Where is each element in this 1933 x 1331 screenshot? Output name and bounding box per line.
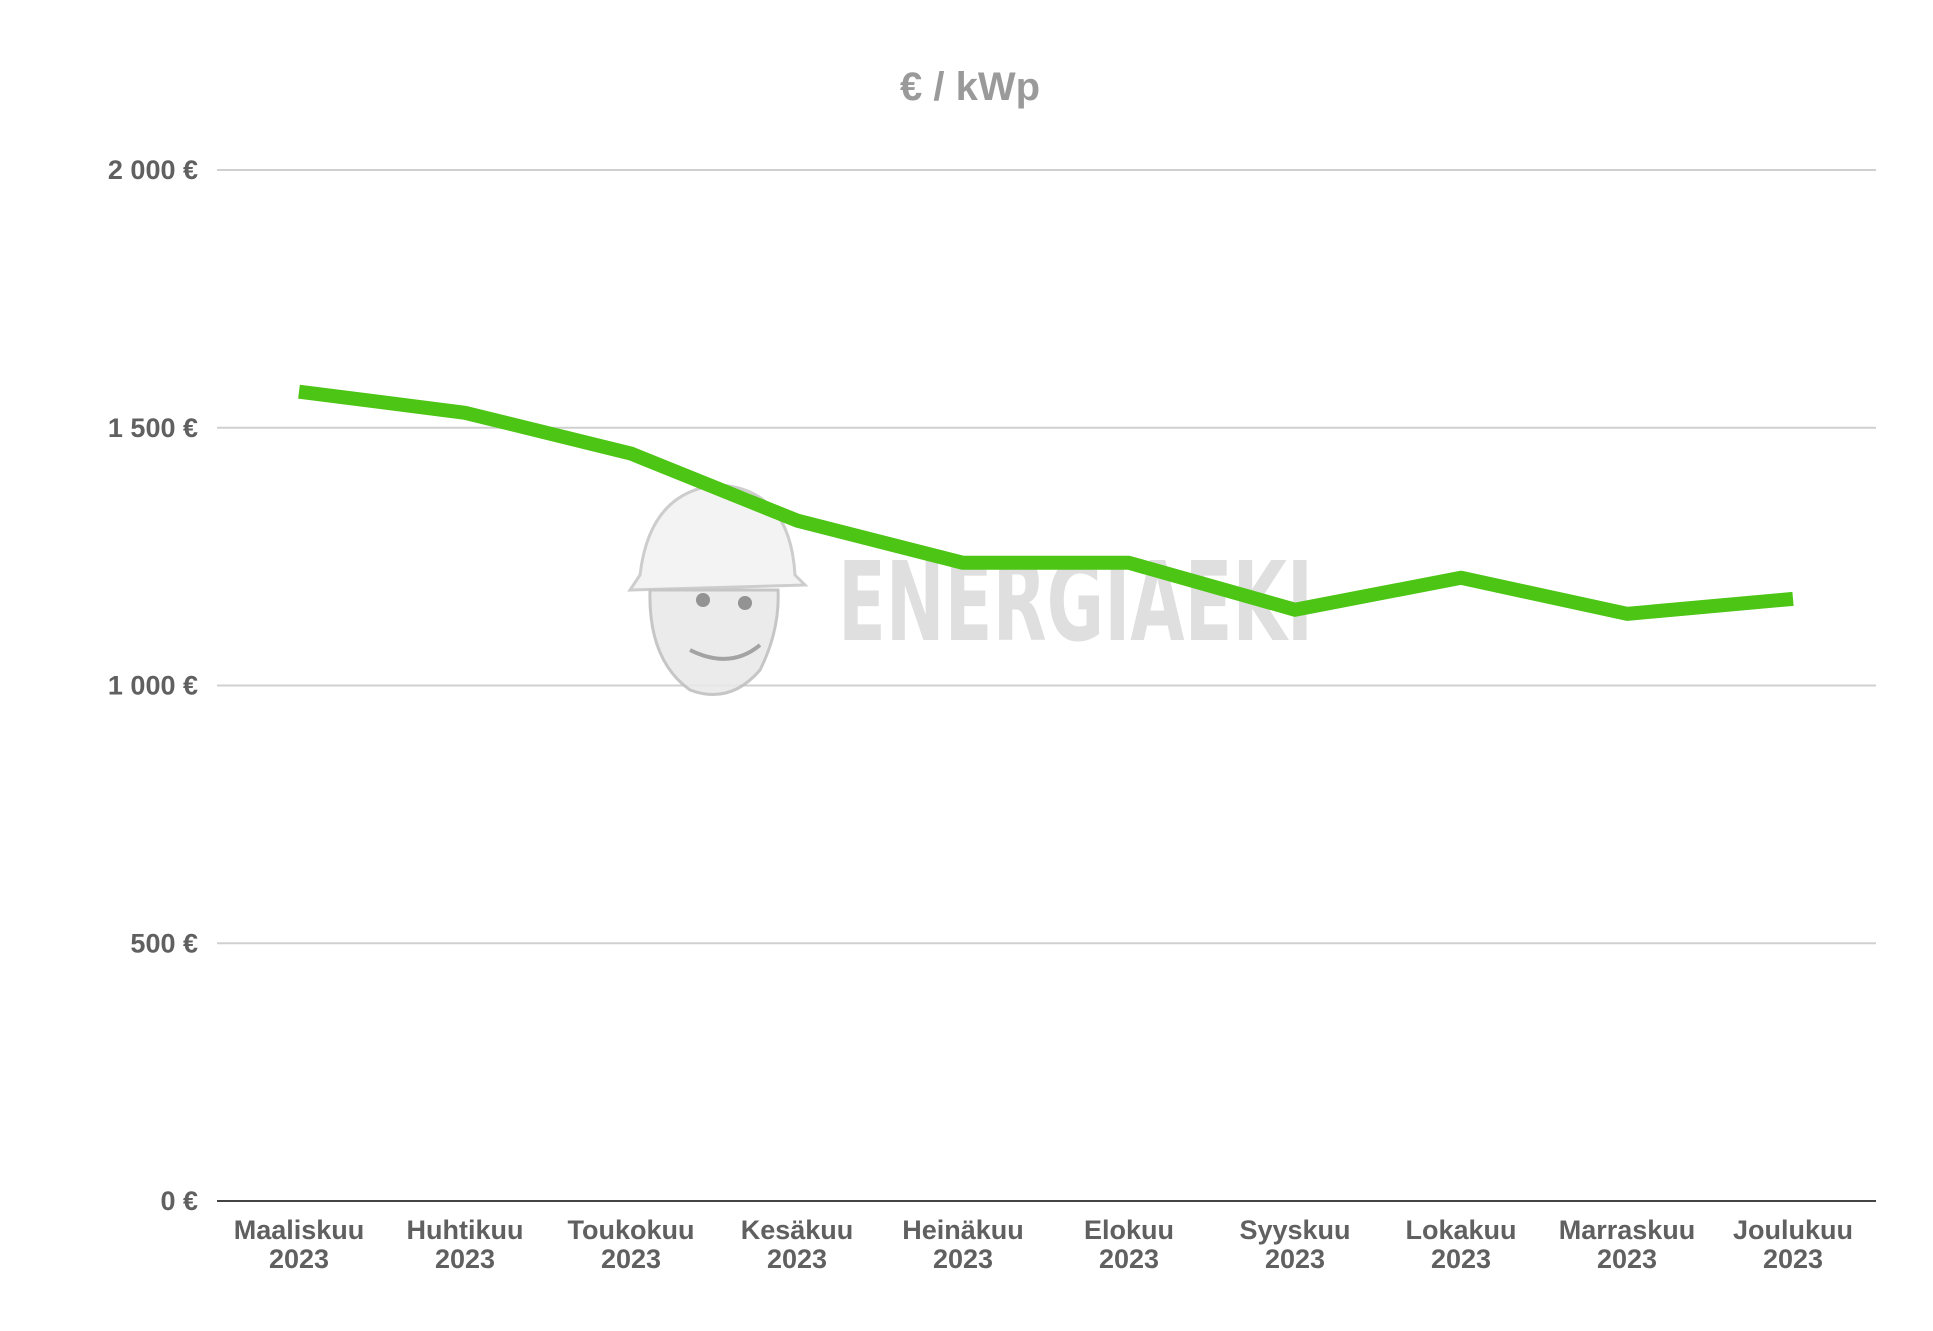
x-tick-label: Huhtikuu — [407, 1215, 524, 1245]
y-tick-label: 1 500 € — [108, 413, 198, 443]
x-tick-label: Maaliskuu — [234, 1215, 365, 1245]
x-tick-label-year: 2023 — [601, 1244, 661, 1274]
x-tick-label-year: 2023 — [767, 1244, 827, 1274]
x-tick-label: Elokuu — [1084, 1215, 1174, 1245]
x-tick-label-year: 2023 — [1099, 1244, 1159, 1274]
x-tick-label-year: 2023 — [933, 1244, 993, 1274]
x-tick-label-year: 2023 — [1431, 1244, 1491, 1274]
gridlines — [217, 169, 1876, 945]
x-tick-label-year: 2023 — [269, 1244, 329, 1274]
x-axis: Maaliskuu2023Huhtikuu2023Toukokuu2023Kes… — [234, 1215, 1853, 1274]
series-line — [298, 384, 1794, 621]
chart-title: € / kWp — [900, 65, 1040, 109]
x-tick-label: Joulukuu — [1733, 1215, 1853, 1245]
x-tick-label: Syyskuu — [1239, 1215, 1350, 1245]
x-tick-label-year: 2023 — [1763, 1244, 1823, 1274]
series-polyline — [298, 384, 1794, 621]
x-tick-label: Lokakuu — [1405, 1215, 1516, 1245]
x-tick-label: Kesäkuu — [741, 1215, 854, 1245]
x-tick-label: Marraskuu — [1559, 1215, 1696, 1245]
x-tick-label-year: 2023 — [435, 1244, 495, 1274]
y-tick-label: 0 € — [160, 1186, 198, 1216]
mascot-helmet-icon — [627, 483, 809, 592]
y-axis: 0 € 500 € 1 000 € 1 500 € 2 000 € — [108, 155, 198, 1216]
x-tick-label: Heinäkuu — [902, 1215, 1024, 1245]
y-tick-label: 2 000 € — [108, 155, 198, 185]
y-tick-label: 500 € — [130, 928, 198, 958]
x-tick-label-year: 2023 — [1597, 1244, 1657, 1274]
x-tick-label-year: 2023 — [1265, 1244, 1325, 1274]
x-tick-label: Toukokuu — [568, 1215, 695, 1245]
y-tick-label: 1 000 € — [108, 671, 198, 701]
mascot-face-icon — [648, 588, 780, 696]
